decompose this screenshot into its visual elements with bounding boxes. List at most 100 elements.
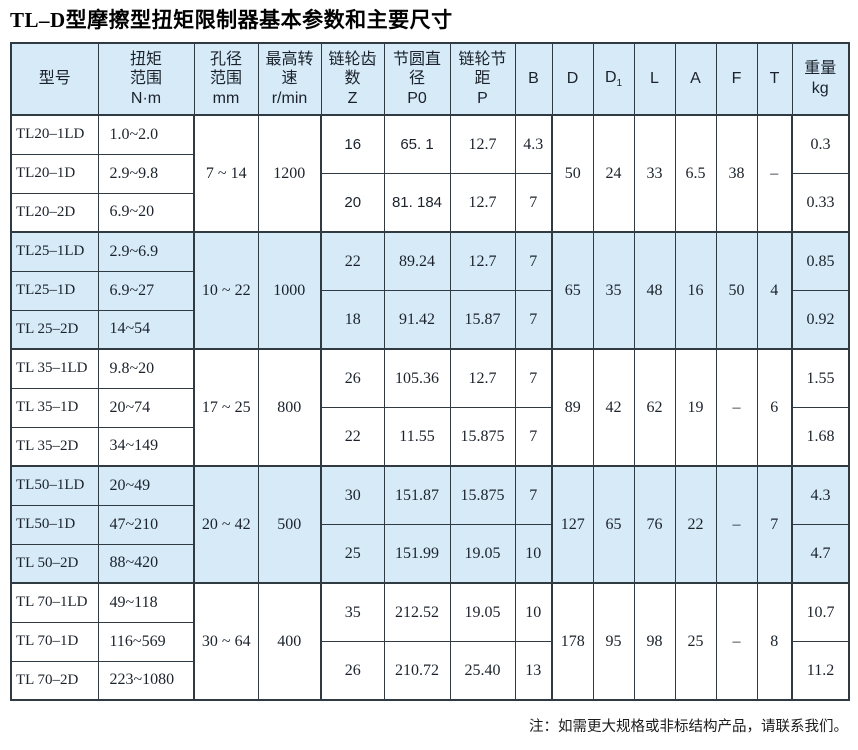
f-cell: 50 — [715, 231, 758, 350]
col-header-pitch-dia: 节圆直 径 P0 — [383, 42, 451, 116]
col-header-d1: D1 — [592, 42, 635, 116]
weight-cell: 0.92 — [791, 290, 850, 350]
speed-cell: 1200 — [257, 114, 322, 233]
t-cell: 8 — [756, 582, 793, 701]
t-cell: – — [756, 114, 793, 233]
b-cell: 7 — [514, 407, 553, 467]
model-cell: TL25–1LD — [10, 231, 99, 272]
d-cell: 178 — [551, 582, 594, 701]
l-cell: 48 — [633, 231, 676, 350]
pitch-dia-cell: 65. 1 — [383, 114, 451, 174]
torque-cell: 116~569 — [97, 621, 195, 662]
d1-cell: 65 — [592, 465, 635, 584]
teeth-cell: 16 — [320, 114, 385, 174]
speed-cell: 400 — [257, 582, 322, 701]
torque-cell: 9.8~20 — [97, 348, 195, 389]
torque-cell: 14~54 — [97, 309, 195, 350]
table-row: TL 35–1D 20~74 — [10, 387, 849, 428]
pitch-cell: 12.7 — [449, 114, 516, 174]
model-cell: TL 35–1LD — [10, 348, 99, 389]
f-cell: – — [715, 348, 758, 467]
t-cell: 7 — [756, 465, 793, 584]
a-cell: 19 — [674, 348, 717, 467]
a-cell: 6.5 — [674, 114, 717, 233]
col-header-pitch: 链轮节 距 P — [449, 42, 516, 116]
col-header-d: D — [551, 42, 594, 116]
table-row: TL50–1D 47~210 — [10, 504, 849, 545]
col-header-f: F — [715, 42, 758, 116]
table-group-tl35: TL 35–1LD 9.8~20 17 ~ 25 800 26 105.36 1… — [10, 348, 850, 467]
pitch-dia-cell: 81. 184 — [383, 173, 451, 233]
torque-cell: 1.0~2.0 — [97, 114, 195, 155]
teeth-cell: 22 — [320, 231, 385, 291]
l-cell: 62 — [633, 348, 676, 467]
model-cell: TL 70–2D — [10, 660, 99, 701]
torque-cell: 88~420 — [97, 543, 195, 584]
col-header-b: B — [514, 42, 553, 116]
pitch-cell: 12.7 — [449, 348, 516, 408]
pitch-dia-cell: 89.24 — [383, 231, 451, 291]
col-header-weight: 重量 kg — [791, 42, 850, 116]
pitch-cell: 19.05 — [449, 524, 516, 584]
weight-cell: 4.3 — [791, 465, 850, 525]
pitch-dia-cell: 105.36 — [383, 348, 451, 408]
model-cell: TL 25–2D — [10, 309, 99, 350]
d1-cell: 42 — [592, 348, 635, 467]
model-cell: TL 35–1D — [10, 387, 99, 428]
table-row: TL 35–2D 34~149 — [10, 426, 849, 467]
pitch-dia-cell: 91.42 — [383, 290, 451, 350]
b-cell: 10 — [514, 524, 553, 584]
model-cell: TL 35–2D — [10, 426, 99, 467]
l-cell: 76 — [633, 465, 676, 584]
pitch-dia-cell: 151.87 — [383, 465, 451, 525]
pitch-dia-cell: 210.72 — [383, 641, 451, 701]
bore-cell: 30 ~ 64 — [193, 582, 259, 701]
table-row: 26 210.72 25.40 13 11.2 — [11, 641, 850, 701]
pitch-cell: 25.40 — [449, 641, 516, 701]
d-cell: 65 — [551, 231, 594, 350]
bore-cell: 20 ~ 42 — [193, 465, 259, 584]
weight-cell: 0.85 — [791, 231, 850, 291]
model-cell: TL20–1LD — [10, 114, 99, 155]
table-row: 25 151.99 19.05 10 4.7 — [11, 524, 850, 584]
col-header-bore: 孔径 范围 mm — [193, 42, 259, 116]
teeth-cell: 30 — [320, 465, 385, 525]
weight-cell: 11.2 — [791, 641, 850, 701]
a-cell: 16 — [674, 231, 717, 350]
teeth-cell: 35 — [320, 582, 385, 642]
teeth-cell: 18 — [320, 290, 385, 350]
b-cell: 7 — [514, 348, 553, 408]
torque-cell: 2.9~6.9 — [97, 231, 195, 272]
pitch-dia-cell: 11.55 — [383, 407, 451, 467]
weight-cell: 0.33 — [791, 173, 850, 233]
col-header-model: 型号 — [10, 42, 99, 116]
table-row: TL 70–1LD 49~118 30 ~ 64 400 35 212.52 1… — [10, 582, 850, 701]
col-header-torque: 扭矩 范围 N·m — [97, 42, 195, 116]
torque-cell: 6.9~27 — [97, 270, 195, 311]
torque-cell: 6.9~20 — [97, 192, 195, 233]
teeth-cell: 22 — [320, 407, 385, 467]
f-cell: – — [715, 465, 758, 584]
table-row: 20 81. 184 12.7 7 0.33 — [11, 173, 850, 233]
model-cell: TL25–1D — [10, 270, 99, 311]
table-row: 22 11.55 15.875 7 1.68 — [11, 407, 850, 467]
a-cell: 25 — [674, 582, 717, 701]
b-cell: 13 — [514, 641, 553, 701]
d-cell: 127 — [551, 465, 594, 584]
speed-cell: 800 — [257, 348, 322, 467]
pitch-cell: 12.7 — [449, 173, 516, 233]
b-cell: 10 — [514, 582, 553, 642]
table-group-tl25: TL25–1LD 2.9~6.9 10 ~ 22 1000 22 89.24 1… — [10, 231, 850, 350]
d1-subscript: 1 — [616, 78, 623, 89]
torque-cell: 20~74 — [97, 387, 195, 428]
t-cell: 6 — [756, 348, 793, 467]
b-cell: 7 — [514, 465, 553, 525]
bore-cell: 7 ~ 14 — [193, 114, 259, 233]
col-header-teeth: 链轮齿 数 Z — [320, 42, 385, 116]
model-cell: TL20–2D — [10, 192, 99, 233]
torque-cell: 34~149 — [97, 426, 195, 467]
b-cell: 7 — [514, 173, 553, 233]
table-row: TL 70–2D 223~1080 — [10, 660, 849, 701]
torque-cell: 49~118 — [97, 582, 195, 623]
